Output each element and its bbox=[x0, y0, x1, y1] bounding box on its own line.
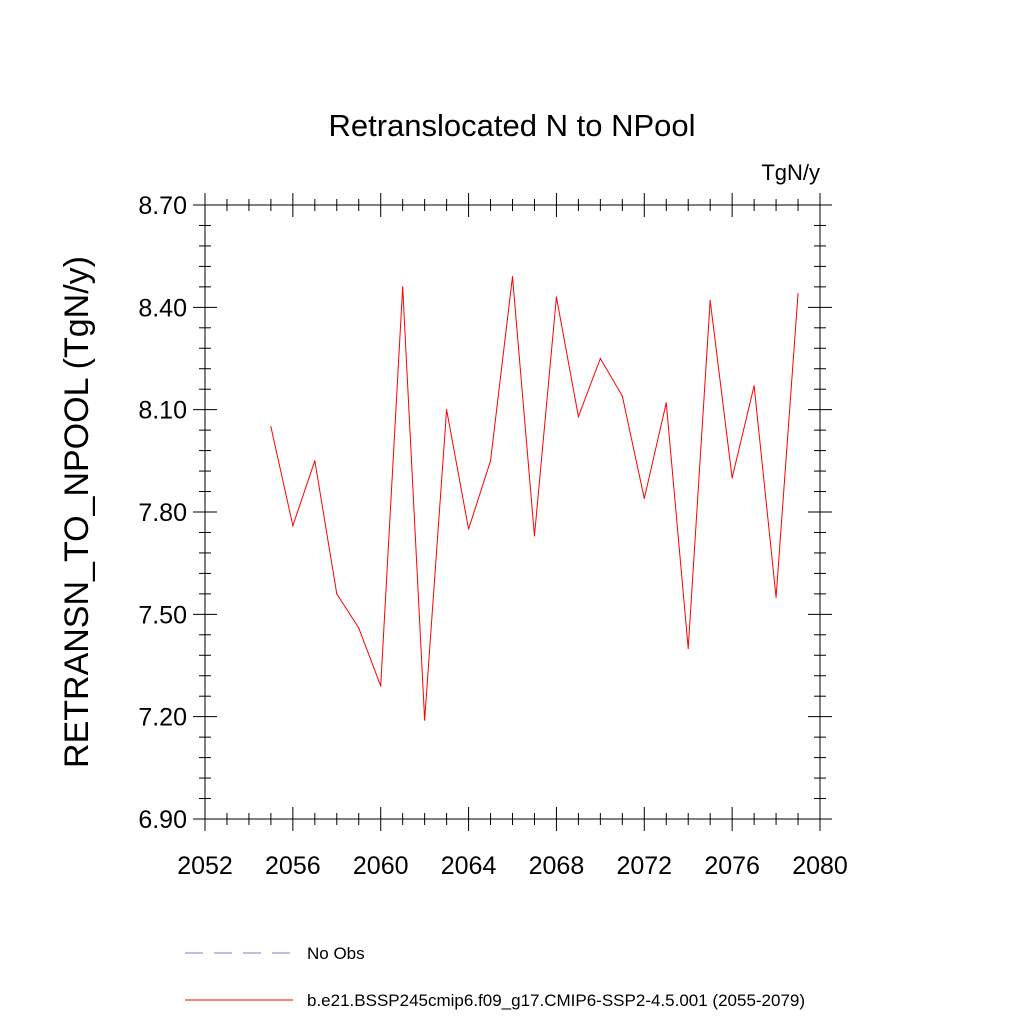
data-point bbox=[336, 593, 338, 595]
x-axis-ticks: 2052 2056 2060 2064 2068 2072 2076 2080 bbox=[177, 193, 848, 880]
x-tick-label: 2052 bbox=[177, 852, 233, 880]
x-tick-label: 2080 bbox=[792, 852, 848, 880]
chart-title: Retranslocated N to NPool bbox=[328, 108, 695, 143]
data-point bbox=[709, 299, 711, 302]
data-point bbox=[446, 409, 448, 411]
data-point bbox=[424, 719, 426, 721]
data-point bbox=[621, 395, 623, 397]
y-tick-label: 7.20 bbox=[138, 704, 187, 732]
data-point bbox=[797, 293, 799, 295]
data-point bbox=[489, 460, 492, 462]
y-tick-label: 8.70 bbox=[138, 192, 187, 220]
x-minor-ticks bbox=[226, 199, 799, 825]
data-point bbox=[687, 647, 689, 650]
y-tick-label: 6.90 bbox=[138, 806, 187, 834]
data-point bbox=[380, 685, 382, 687]
data-point bbox=[555, 296, 558, 298]
data-point bbox=[665, 402, 667, 404]
series-layer bbox=[270, 276, 799, 721]
data-point bbox=[753, 385, 755, 387]
x-tick-label: 2064 bbox=[441, 852, 497, 880]
data-point bbox=[402, 286, 404, 288]
y-tick-label: 8.10 bbox=[138, 397, 187, 425]
y-axis-ticks: 6.90 7.20 7.50 7.80 8.10 8.40 8.70 bbox=[138, 192, 832, 834]
data-point bbox=[358, 627, 360, 629]
data-point bbox=[314, 460, 316, 462]
y-minor-ticks bbox=[199, 224, 826, 800]
x-tick-label: 2068 bbox=[529, 852, 585, 880]
units-label: TgN/y bbox=[761, 160, 820, 185]
data-point bbox=[292, 525, 294, 527]
x-tick-label: 2076 bbox=[704, 852, 760, 880]
data-point bbox=[511, 276, 514, 278]
y-axis-label: RETRANSN_TO_NPOOL (TgN/y) bbox=[58, 256, 96, 768]
data-point bbox=[533, 535, 536, 537]
data-point bbox=[775, 596, 777, 598]
x-tick-label: 2060 bbox=[353, 852, 409, 880]
legend-label-model: b.e21.BSSP245cmip6.f09_g17.CMIP6-SSP2-4.… bbox=[307, 991, 805, 1010]
data-point bbox=[577, 415, 579, 418]
y-tick-label: 7.80 bbox=[138, 499, 187, 527]
data-point bbox=[599, 357, 601, 360]
data-point bbox=[270, 426, 272, 428]
data-point bbox=[731, 477, 733, 479]
y-tick-label: 7.50 bbox=[138, 601, 187, 629]
data-point bbox=[467, 528, 470, 530]
y-tick-label: 8.40 bbox=[138, 294, 187, 322]
legend-label-no-obs: No Obs bbox=[307, 944, 365, 963]
x-tick-label: 2056 bbox=[265, 852, 321, 880]
data-point bbox=[643, 497, 645, 499]
series-line bbox=[270, 276, 799, 721]
x-tick-label: 2072 bbox=[616, 852, 672, 880]
legend: No Obs b.e21.BSSP245cmip6.f09_g17.CMIP6-… bbox=[185, 944, 805, 1010]
